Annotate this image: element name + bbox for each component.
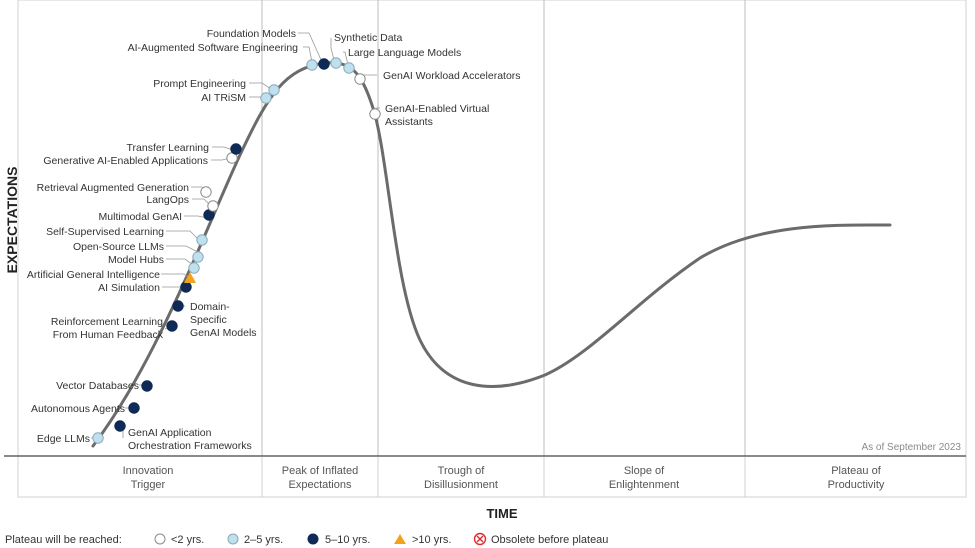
tech-label-domain-specific-genai-models: Domain-Specific GenAI Models [190,301,257,339]
technology-labels: Edge LLMs GenAI Application Orchestration … [27,28,521,452]
tech-label-ai-augmented-software-engineering: AI-Augmented Software Engineering [128,42,299,54]
legend-label-gt10: >10 yrs. [412,534,451,546]
tech-marker-vector-databases [141,380,153,392]
tech-label-genai-application-orchestration-frameworks: GenAI Application Orchestration Framework… [128,427,252,452]
tech-marker-model-hubs [188,262,200,274]
tech-label-edge-llms: Edge LLMs [37,433,90,445]
tech-label-self-supervised-learning: Self-Supervised Learning [46,226,164,238]
phase-label: Peak of Inflated Expectations [282,465,358,491]
tech-marker-edge-llms [92,432,104,444]
tech-marker-transfer-learning [230,143,242,155]
tech-label-langops: LangOps [146,194,189,206]
legend-marker-gt10 [394,534,406,544]
tech-marker-langops [207,200,219,212]
tech-marker-genai-enabled-virtual-assistants [369,108,381,120]
tech-label-multimodal-genai: Multimodal GenAI [99,211,182,223]
tech-marker-artificial-general-intelligence [184,272,196,283]
tech-marker-large-language-models [343,62,355,74]
tech-marker-prompt-engineering [268,84,280,96]
tech-marker-synthetic-data [330,57,342,69]
as-of-note: As of September 2023 [861,442,961,453]
phase-label: Innovation Trigger [123,465,174,491]
tech-label-ai-simulation: AI Simulation [98,282,160,294]
legend: Plateau will be reached: <2 yrs. 2–5 yrs… [5,532,608,546]
tech-label-model-hubs: Model Hubs [108,254,164,266]
legend-label-obsolete: Obsolete before plateau [491,534,608,546]
tech-label-foundation-models: Foundation Models [207,28,296,40]
tech-label-open-source-llms: Open-Source LLMs [73,241,164,253]
legend-marker-2to5 [227,533,239,545]
tech-marker-domain-specific-genai-models [172,300,184,312]
hype-curve [91,61,892,448]
tech-marker-ai-simulation [180,281,192,293]
legend-marker-5to10 [307,533,319,545]
legend-marker-obsolete [473,532,487,546]
phase-label: Plateau of Productivity [828,465,885,491]
tech-marker-retrieval-augmented-generation [200,186,212,198]
y-axis-title: EXPECTATIONS [4,167,20,274]
chart-frame [17,0,967,498]
tech-marker-ai-trism [260,92,272,104]
tech-label-large-language-models: Large Language Models [348,47,461,59]
tech-label-synthetic-data: Synthetic Data [334,32,402,44]
tech-label-reinforcement-learning-from-human-feedback: Reinforcement Learning From Human Feedbac… [51,316,164,341]
x-axis-title: TIME [486,506,517,521]
tech-label-generative-ai-enabled-applications: Generative AI-Enabled Applications [43,155,208,167]
tech-label-artificial-general-intelligence: Artificial General Intelligence [27,269,160,281]
legend-marker-lt2 [154,533,166,545]
phase-label: Trough of Disillusionment [424,465,498,491]
tech-label-transfer-learning: Transfer Learning [127,142,210,154]
tech-label-genai-enabled-virtual-assistants: GenAI-Enabled Virtual Assistants [385,103,489,128]
tech-marker-reinforcement-learning-from-human-feedback [166,320,178,332]
phase-label: Slope of Enlightenment [609,465,679,491]
legend-label-2to5: 2–5 yrs. [244,534,283,546]
tech-label-vector-databases: Vector Databases [56,380,139,392]
tech-marker-genai-application-orchestration-frameworks [114,420,126,432]
tech-label-genai-workload-accelerators: GenAI Workload Accelerators [383,70,521,82]
phase-labels: Innovation Trigger Peak of Inflated Expect… [123,465,885,491]
tech-label-retrieval-augmented-generation: Retrieval Augmented Generation [37,182,190,194]
tech-label-autonomous-agents: Autonomous Agents [31,403,125,415]
tech-label-prompt-engineering: Prompt Engineering [153,78,246,90]
legend-title: Plateau will be reached: [5,534,122,546]
tech-marker-genai-workload-accelerators [354,73,366,85]
tech-marker-autonomous-agents [128,402,140,414]
technology-markers [92,57,381,444]
legend-label-lt2: <2 yrs. [171,534,204,546]
tech-marker-foundation-models [318,58,330,70]
tech-label-ai-trism: AI TRiSM [201,92,246,104]
tech-marker-ai-augmented-software-engineering [306,59,318,71]
tech-marker-self-supervised-learning [196,234,208,246]
tech-marker-open-source-llms [192,251,204,263]
legend-label-5to10: 5–10 yrs. [325,534,370,546]
